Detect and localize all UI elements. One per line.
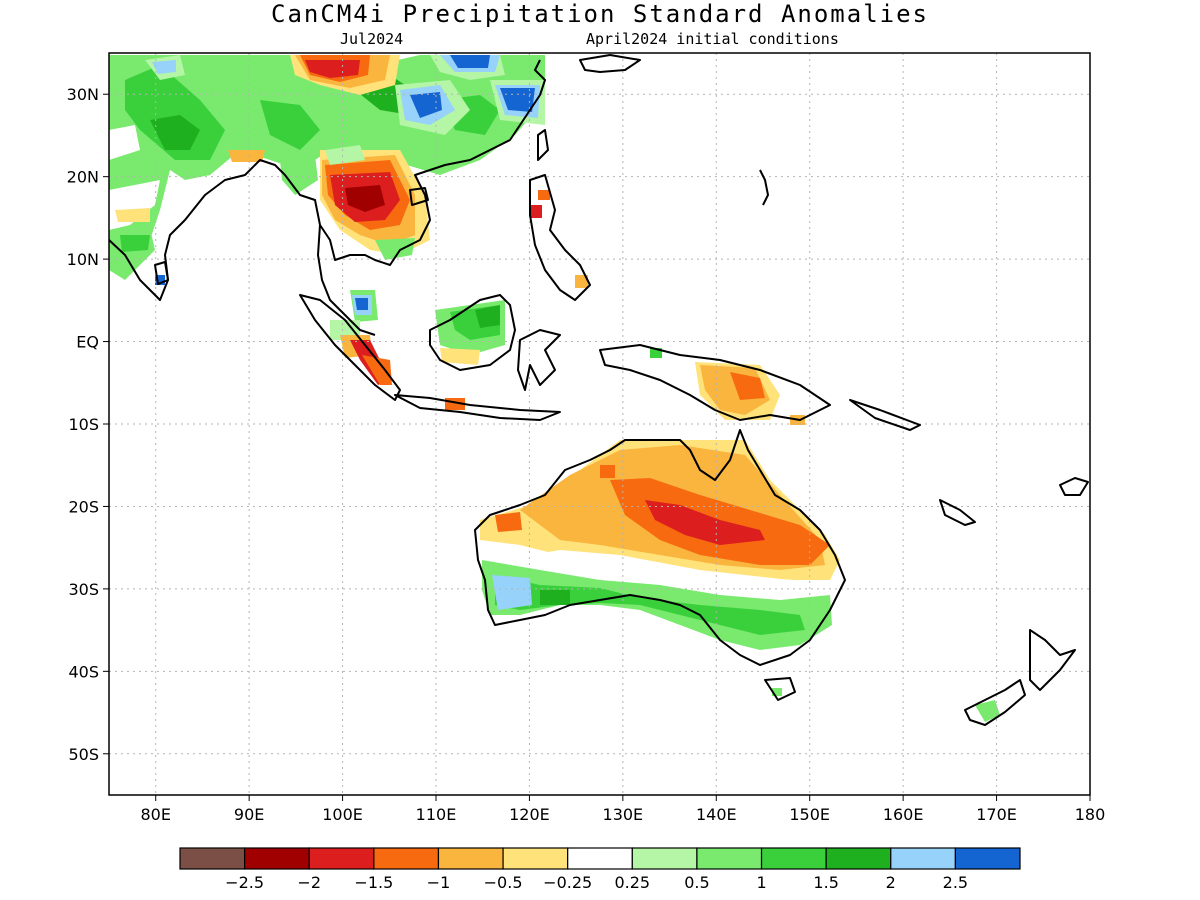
colorbar-swatch: [567, 847, 633, 870]
lat-tick-label: 10N: [67, 250, 99, 269]
lat-tick-label: 30S: [68, 580, 99, 599]
lon-tick-label: 160E: [883, 805, 924, 824]
lon-tick-label: 120E: [509, 805, 550, 824]
lon-tick-label: 150E: [789, 805, 830, 824]
colorbar-label: 0.25: [614, 873, 650, 892]
australia-anomalies: [480, 440, 840, 696]
lat-tick-label: 20S: [68, 497, 99, 516]
colorbar-swatch: [760, 847, 827, 870]
lat-tick-label: EQ: [76, 333, 99, 352]
colorbar-swatch: [244, 847, 310, 870]
colorbar-label: −1.5: [354, 873, 393, 892]
colorbar-label: 2.5: [943, 873, 968, 892]
colorbar-label: −2: [297, 873, 321, 892]
colorbar-swatch: [437, 847, 504, 870]
colorbar-label: −0.5: [484, 873, 523, 892]
lon-tick-label: 170E: [976, 805, 1017, 824]
colorbar-label: 1.5: [813, 873, 838, 892]
lon-tick-label: 130E: [603, 805, 644, 824]
colorbar-label: −0.25: [543, 873, 592, 892]
map-gridlines: [109, 53, 1090, 795]
colorbar-swatch: [308, 847, 375, 870]
map-plot-area: [109, 53, 1090, 795]
colorbar-label: 0.5: [684, 873, 709, 892]
lat-tick-label: 50S: [68, 745, 99, 764]
asia-land-anomalies: [109, 55, 545, 290]
colorbar-swatch: [825, 847, 892, 870]
maritime-anomalies: [330, 180, 805, 425]
colorbar-swatch: [502, 847, 569, 870]
lat-tick-label: 20N: [67, 168, 99, 187]
newzealand-anomalies: [975, 700, 1000, 722]
lon-tick-label: 140E: [696, 805, 737, 824]
initial-conditions-label: April2024 initial conditions: [586, 30, 839, 48]
lon-tick-label: 90E: [234, 805, 264, 824]
latitude-axis: 30N 20N 10N EQ 10S 20S 30S 40S 50S: [67, 85, 109, 764]
longitude-axis: 80E 90E 100E 110E 120E 130E 140E 150E 160E 170E 18…: [140, 795, 1105, 824]
colorbar-swatch: [631, 847, 698, 870]
forecast-month-label: Jul2024: [340, 30, 404, 48]
lon-tick-label: 180: [1075, 805, 1106, 824]
colorbar-label: −1: [427, 873, 451, 892]
colorbar-swatch: [890, 847, 956, 870]
colorbar-swatch: [954, 847, 1021, 870]
coastlines: [109, 54, 1089, 726]
colorbar-swatch: [179, 847, 246, 870]
color-legend: −2.5 −2 −1.5 −1 −0.5 −0.25 0.25 0.5 1 1.5 2 2.5: [179, 847, 1021, 892]
colorbar-label: 2: [886, 873, 896, 892]
lat-tick-label: 10S: [68, 415, 99, 434]
colorbar-label: 1: [756, 873, 766, 892]
colorbar-swatch: [696, 847, 763, 870]
lat-tick-label: 40S: [68, 662, 99, 681]
colorbar-swatch: [373, 847, 440, 870]
lon-tick-label: 100E: [322, 805, 363, 824]
colorbar-label: −2.5: [225, 873, 264, 892]
map-title: CanCM4i Precipitation Standard Anomalies: [271, 0, 929, 28]
lat-tick-label: 30N: [67, 85, 99, 104]
lon-tick-label: 80E: [140, 805, 170, 824]
lon-tick-label: 110E: [416, 805, 457, 824]
